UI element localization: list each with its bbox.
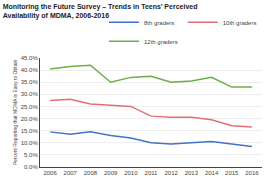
svg-text:2013: 2013 bbox=[185, 170, 199, 176]
svg-text:0.0%: 0.0% bbox=[24, 164, 38, 170]
svg-text:5.0%: 5.0% bbox=[24, 152, 38, 158]
svg-text:2006: 2006 bbox=[43, 170, 57, 176]
svg-text:2016: 2016 bbox=[245, 170, 259, 176]
svg-text:2015: 2015 bbox=[225, 170, 239, 176]
svg-text:30.0%: 30.0% bbox=[21, 91, 39, 97]
svg-text:45.0%: 45.0% bbox=[21, 55, 39, 61]
svg-text:2014: 2014 bbox=[205, 170, 219, 176]
svg-text:12th graders: 12th graders bbox=[144, 39, 178, 45]
svg-text:Percent Reporting that MDMA is: Percent Reporting that MDMA is Easy to O… bbox=[12, 59, 18, 165]
svg-text:2008: 2008 bbox=[84, 170, 98, 176]
svg-text:2011: 2011 bbox=[145, 170, 159, 176]
svg-text:2007: 2007 bbox=[64, 170, 78, 176]
svg-text:8th graders: 8th graders bbox=[144, 20, 174, 26]
svg-text:35.0%: 35.0% bbox=[21, 79, 39, 85]
svg-text:25.0%: 25.0% bbox=[21, 104, 39, 110]
svg-text:40.0%: 40.0% bbox=[21, 67, 39, 73]
svg-text:2009: 2009 bbox=[104, 170, 118, 176]
svg-text:15.0%: 15.0% bbox=[21, 128, 39, 134]
svg-text:20.0%: 20.0% bbox=[21, 116, 39, 122]
svg-text:10th graders: 10th graders bbox=[223, 20, 257, 26]
svg-text:2010: 2010 bbox=[124, 170, 138, 176]
svg-text:10.0%: 10.0% bbox=[21, 140, 39, 146]
svg-text:Monitoring the Future Survey –: Monitoring the Future Survey – Trends in… bbox=[3, 3, 198, 20]
svg-text:2012: 2012 bbox=[165, 170, 179, 176]
